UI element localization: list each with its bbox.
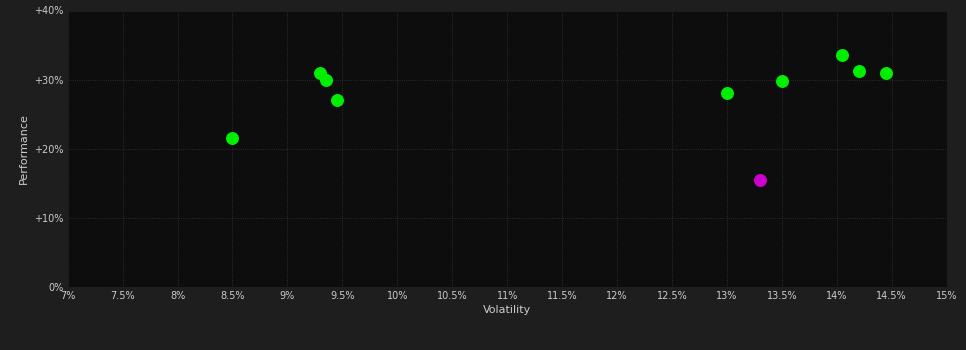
- Point: [835, 52, 850, 58]
- Y-axis label: Performance: Performance: [18, 113, 28, 184]
- Point: [329, 98, 345, 103]
- Point: [719, 91, 734, 96]
- Point: [225, 135, 241, 141]
- Point: [774, 78, 789, 84]
- X-axis label: Volatility: Volatility: [483, 305, 531, 315]
- Point: [753, 177, 768, 183]
- Point: [313, 70, 328, 76]
- Point: [318, 77, 333, 83]
- Point: [851, 69, 867, 74]
- Point: [878, 70, 894, 76]
